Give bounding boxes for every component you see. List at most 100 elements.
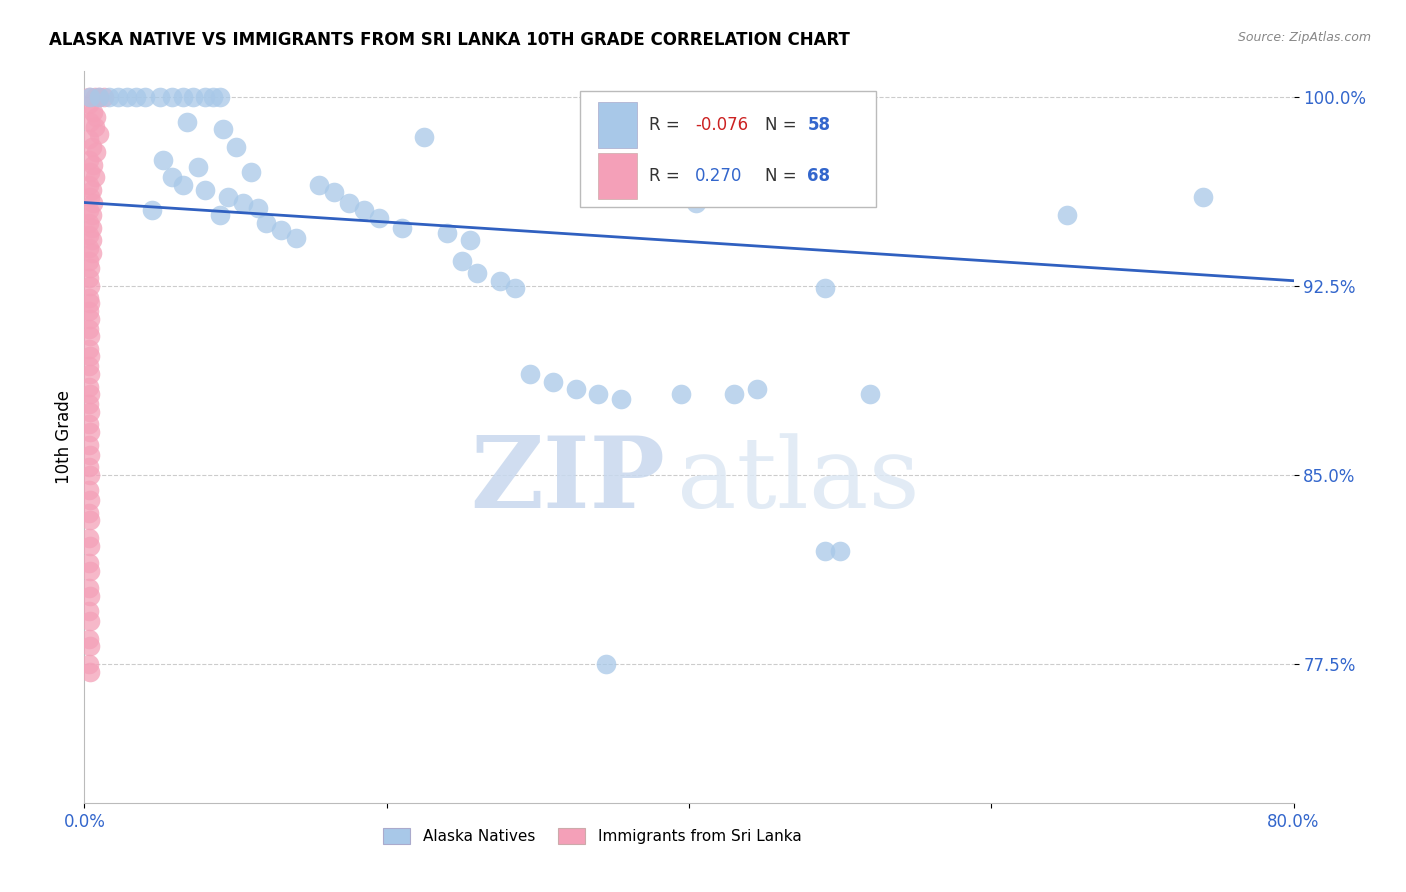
Point bbox=[1056, 208, 1078, 222]
Point bbox=[149, 89, 172, 103]
Point bbox=[322, 186, 344, 200]
Point bbox=[176, 115, 198, 129]
Text: ZIP: ZIP bbox=[470, 433, 665, 530]
Point bbox=[79, 190, 101, 204]
Point bbox=[77, 203, 100, 218]
Point bbox=[79, 405, 101, 419]
Point bbox=[745, 382, 768, 396]
Point bbox=[79, 261, 101, 276]
Point bbox=[77, 228, 100, 243]
Point bbox=[77, 417, 100, 432]
Point bbox=[308, 178, 330, 192]
Point bbox=[77, 359, 100, 374]
Point bbox=[82, 104, 104, 119]
Point bbox=[80, 208, 103, 222]
Point bbox=[107, 89, 129, 103]
Point bbox=[89, 89, 111, 103]
Point bbox=[141, 203, 163, 218]
Point bbox=[97, 89, 120, 103]
Point bbox=[79, 278, 101, 293]
Point bbox=[564, 382, 586, 396]
Point bbox=[79, 425, 101, 439]
Point bbox=[77, 397, 100, 411]
Text: 68: 68 bbox=[807, 167, 831, 185]
Point bbox=[610, 392, 633, 407]
Point bbox=[86, 145, 108, 159]
FancyBboxPatch shape bbox=[599, 153, 637, 200]
Point bbox=[541, 375, 564, 389]
Point bbox=[685, 195, 707, 210]
Point bbox=[337, 195, 360, 210]
Legend: Alaska Natives, Immigrants from Sri Lanka: Alaska Natives, Immigrants from Sri Lank… bbox=[377, 822, 807, 850]
Point bbox=[89, 128, 111, 142]
Text: atlas: atlas bbox=[676, 434, 920, 529]
Point bbox=[814, 543, 837, 558]
Point bbox=[181, 89, 204, 103]
Point bbox=[239, 165, 262, 179]
Point bbox=[201, 89, 224, 103]
Point bbox=[134, 89, 156, 103]
Point bbox=[209, 208, 232, 222]
Point bbox=[391, 220, 413, 235]
Point bbox=[115, 89, 138, 103]
Point bbox=[194, 89, 217, 103]
Point bbox=[77, 460, 100, 475]
Point bbox=[93, 89, 115, 103]
Point bbox=[254, 216, 277, 230]
Point bbox=[77, 657, 100, 671]
Point bbox=[413, 130, 436, 145]
Point bbox=[77, 556, 100, 570]
Point bbox=[77, 97, 100, 112]
Point bbox=[82, 158, 104, 172]
Point bbox=[84, 89, 107, 103]
Y-axis label: 10th Grade: 10th Grade bbox=[55, 390, 73, 484]
Point bbox=[458, 233, 481, 247]
Point bbox=[80, 233, 103, 247]
Point bbox=[77, 304, 100, 318]
Text: N =: N = bbox=[765, 116, 801, 134]
Text: R =: R = bbox=[650, 116, 685, 134]
Point bbox=[859, 387, 882, 401]
Point bbox=[79, 665, 101, 679]
Text: N =: N = bbox=[765, 167, 801, 185]
Point bbox=[77, 241, 100, 255]
Point bbox=[77, 132, 100, 146]
Point bbox=[79, 589, 101, 603]
FancyBboxPatch shape bbox=[599, 102, 637, 148]
Point bbox=[79, 513, 101, 527]
Point bbox=[723, 387, 745, 401]
Point bbox=[80, 220, 103, 235]
FancyBboxPatch shape bbox=[581, 91, 876, 207]
Point bbox=[79, 493, 101, 508]
Point bbox=[77, 604, 100, 618]
Point bbox=[77, 506, 100, 520]
Point bbox=[77, 531, 100, 545]
Text: -0.076: -0.076 bbox=[695, 116, 748, 134]
Point bbox=[79, 296, 101, 310]
Point bbox=[225, 140, 247, 154]
Point bbox=[172, 178, 194, 192]
Point bbox=[451, 253, 474, 268]
Point bbox=[353, 203, 375, 218]
Point bbox=[588, 387, 610, 401]
Point bbox=[503, 281, 526, 295]
Point bbox=[187, 160, 209, 174]
Text: Source: ZipAtlas.com: Source: ZipAtlas.com bbox=[1237, 31, 1371, 45]
Point bbox=[80, 140, 103, 154]
Point bbox=[79, 640, 101, 654]
Point bbox=[152, 153, 174, 167]
Point bbox=[436, 226, 458, 240]
Point bbox=[77, 437, 100, 451]
Point bbox=[79, 311, 101, 326]
Text: 0.270: 0.270 bbox=[695, 167, 742, 185]
Point bbox=[160, 89, 183, 103]
Point bbox=[79, 448, 101, 462]
Point bbox=[368, 211, 391, 225]
Point bbox=[77, 321, 100, 335]
Point bbox=[830, 543, 852, 558]
Point bbox=[595, 657, 617, 671]
Point bbox=[194, 183, 217, 197]
Point bbox=[814, 281, 837, 295]
Point bbox=[79, 564, 101, 578]
Point bbox=[217, 190, 239, 204]
